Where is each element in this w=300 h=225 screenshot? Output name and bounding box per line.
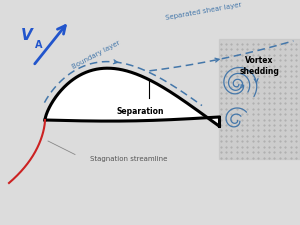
Text: Stagnation streamline: Stagnation streamline <box>90 156 167 162</box>
Text: A: A <box>35 40 43 50</box>
Text: Boundary layer: Boundary layer <box>71 40 121 70</box>
Text: V: V <box>21 29 33 43</box>
Polygon shape <box>45 68 219 126</box>
Polygon shape <box>219 39 300 159</box>
Text: Vortex
shedding: Vortex shedding <box>240 56 279 76</box>
Text: Separated shear layer: Separated shear layer <box>165 2 243 21</box>
Text: Separation: Separation <box>117 107 164 116</box>
